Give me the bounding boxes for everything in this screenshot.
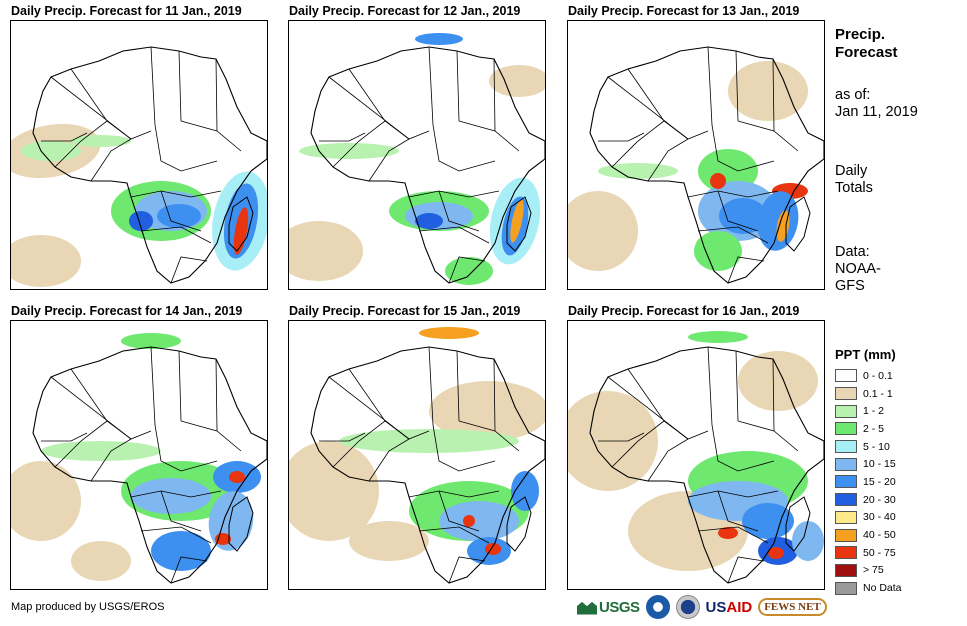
legend-swatch — [835, 422, 857, 436]
legend-item: 0.1 - 1 — [835, 385, 902, 403]
title-line-1: Precip. — [835, 26, 886, 43]
madagascar-outline — [228, 196, 254, 252]
panel-title-6: Daily Precip. Forecast for 16 Jan., 2019 — [568, 304, 800, 318]
legend-swatch — [835, 546, 857, 560]
fews-net-logo: FEWS NET — [758, 598, 827, 616]
legend-item: > 75 — [835, 562, 902, 580]
asof-date: Jan 11, 2019 — [835, 104, 918, 120]
precip-map-2 — [288, 20, 546, 290]
africa-coastline — [310, 46, 545, 284]
panel-title-1: Daily Precip. Forecast for 11 Jan., 2019 — [11, 4, 242, 18]
asof-block: as of: Jan 11, 2019 — [835, 87, 918, 121]
africa-coastline — [32, 346, 267, 584]
legend-item: 50 - 75 — [835, 544, 902, 562]
legend-swatch — [835, 387, 857, 401]
madagascar-outline — [228, 496, 254, 552]
usgs-logo: USGS — [577, 599, 640, 616]
data-source-block: Data: NOAA- GFS — [835, 244, 881, 295]
totals-line-1: Daily — [835, 163, 868, 179]
legend-swatch — [835, 563, 857, 577]
legend-label: 2 - 5 — [863, 422, 885, 435]
country-borders — [41, 346, 242, 584]
data-line-3: GFS — [835, 278, 865, 294]
madagascar-outline — [785, 196, 811, 252]
legend-swatch — [835, 457, 857, 471]
legend-label: 20 - 30 — [863, 493, 896, 506]
legend-label: 5 - 10 — [863, 440, 890, 453]
precip-map-5 — [288, 320, 546, 590]
legend-swatch — [835, 475, 857, 489]
madagascar-outline — [506, 196, 532, 252]
legend-label: 0 - 0.1 — [863, 369, 893, 382]
noaa-logo — [645, 595, 670, 619]
precip-map-3 — [567, 20, 825, 290]
country-borders — [41, 46, 242, 284]
nasa-seal-logo — [675, 595, 700, 619]
madagascar-outline — [785, 496, 811, 552]
country-borders — [598, 346, 799, 584]
legend-item: 2 - 5 — [835, 420, 902, 438]
legend-label: 30 - 40 — [863, 511, 896, 524]
africa-coastline — [589, 346, 824, 584]
legend-item: 5 - 10 — [835, 438, 902, 456]
precip-map-1 — [10, 20, 268, 290]
legend-title: PPT (mm) — [835, 347, 896, 362]
panel-title-4: Daily Precip. Forecast for 14 Jan., 2019 — [11, 304, 243, 318]
legend-item: 0 - 0.1 — [835, 367, 902, 385]
panel-title-5: Daily Precip. Forecast for 15 Jan., 2019 — [289, 304, 521, 318]
legend: 0 - 0.1 0.1 - 1 1 - 2 2 - 5 5 - 10 10 - 15 15 … — [835, 367, 902, 597]
legend-item: No Data — [835, 579, 902, 597]
legend-swatch — [835, 528, 857, 542]
legend-label: > 75 — [863, 564, 884, 577]
legend-item: 1 - 2 — [835, 402, 902, 420]
legend-label: 40 - 50 — [863, 529, 896, 542]
legend-item: 40 - 50 — [835, 526, 902, 544]
precip-field — [11, 123, 267, 287]
country-borders — [319, 346, 520, 584]
precip-map-6 — [567, 320, 825, 590]
legend-swatch — [835, 510, 857, 524]
country-borders — [598, 46, 799, 284]
legend-label: 15 - 20 — [863, 475, 896, 488]
panel-title-3: Daily Precip. Forecast for 13 Jan., 2019 — [568, 4, 800, 18]
credit-text: Map produced by USGS/EROS — [11, 601, 165, 613]
legend-label: No Data — [863, 582, 902, 595]
legend-label: 10 - 15 — [863, 458, 896, 471]
totals-block: Daily Totals — [835, 163, 873, 197]
forecast-title: Precip. Forecast — [835, 26, 898, 62]
country-borders — [319, 46, 520, 284]
legend-swatch — [835, 440, 857, 454]
africa-coastline — [310, 346, 545, 584]
legend-swatch — [835, 581, 857, 595]
legend-label: 0.1 - 1 — [863, 387, 893, 400]
legend-item: 20 - 30 — [835, 491, 902, 509]
asof-label: as of: — [835, 87, 871, 103]
madagascar-outline — [506, 496, 532, 552]
legend-swatch — [835, 369, 857, 383]
legend-item: 30 - 40 — [835, 509, 902, 527]
precip-field — [568, 331, 824, 571]
totals-line-2: Totals — [835, 180, 873, 196]
legend-item: 15 - 20 — [835, 473, 902, 491]
legend-label: 50 - 75 — [863, 546, 896, 559]
data-line-2: NOAA- — [835, 261, 881, 277]
precip-map-4 — [10, 320, 268, 590]
usaid-logo: USAID — [705, 598, 753, 616]
legend-label: 1 - 2 — [863, 405, 885, 418]
legend-swatch — [835, 404, 857, 418]
africa-coastline — [589, 46, 824, 284]
logo-strip: USGS USAID FEWS NET — [577, 594, 827, 620]
legend-item: 10 - 15 — [835, 455, 902, 473]
data-line-1: Data: — [835, 244, 870, 260]
precip-field — [11, 333, 261, 581]
precip-field — [289, 33, 545, 285]
africa-coastline — [32, 46, 267, 284]
panel-title-2: Daily Precip. Forecast for 12 Jan., 2019 — [289, 4, 521, 18]
legend-swatch — [835, 493, 857, 507]
precip-field — [568, 61, 808, 271]
title-line-2: Forecast — [835, 44, 898, 61]
